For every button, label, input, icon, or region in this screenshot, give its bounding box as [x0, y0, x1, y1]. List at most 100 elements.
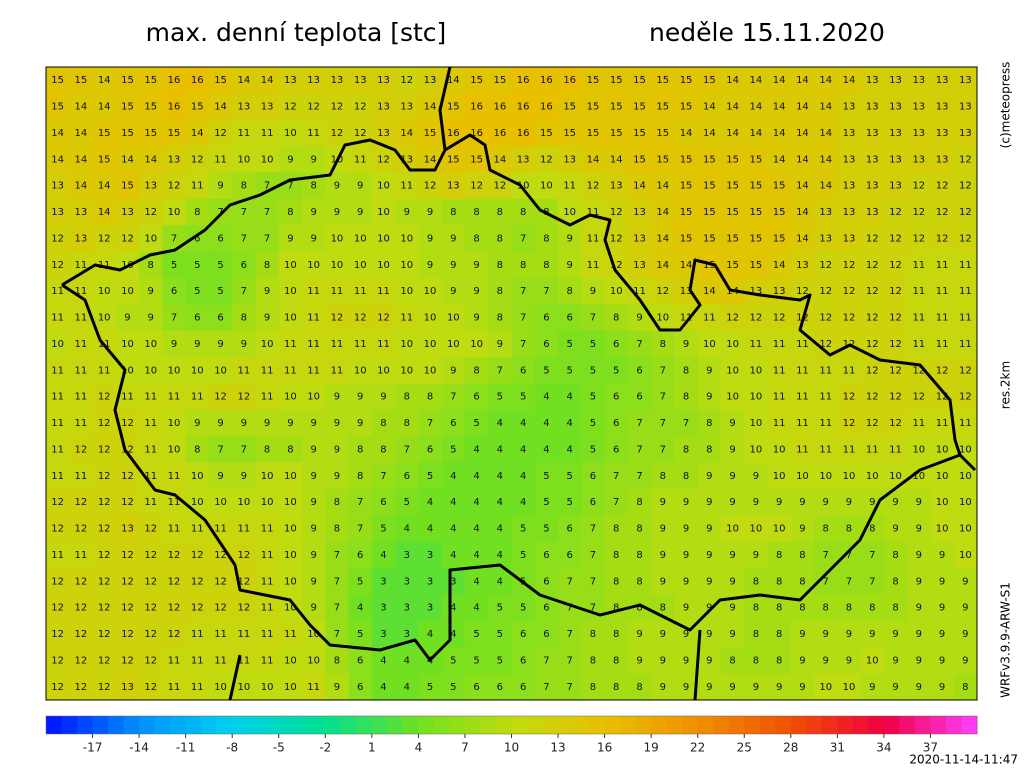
temp-cell [953, 172, 978, 200]
temp-value: 4 [427, 629, 433, 640]
temp-value: 11 [75, 471, 88, 482]
temp-value: 8 [497, 260, 503, 271]
temp-cell [139, 93, 163, 121]
temp-cell [558, 594, 582, 622]
temp-cell [883, 330, 908, 358]
temp-cell [139, 330, 163, 358]
temp-value: 11 [936, 260, 949, 271]
temp-value: 6 [543, 339, 549, 350]
temp-value: 10 [843, 471, 856, 482]
temp-cell [953, 67, 978, 94]
temp-value: 13 [843, 102, 856, 113]
temp-value: 4 [567, 392, 573, 403]
temp-cell [302, 409, 326, 437]
temp-cell [534, 673, 559, 701]
temp-cell [418, 304, 443, 332]
temp-value: 12 [331, 102, 344, 113]
temp-value: 12 [726, 313, 739, 324]
temp-value: 14 [703, 128, 716, 139]
temp-cell [767, 67, 792, 94]
temp-cell [92, 383, 117, 411]
temp-value: 9 [660, 629, 666, 640]
temp-cell [69, 172, 94, 200]
temp-value: 15 [633, 154, 646, 165]
side-label: WRFv3.9.9-ARW-S1 [999, 582, 1013, 698]
temp-cell [115, 620, 140, 648]
temp-cell [627, 146, 652, 173]
temp-cell [697, 409, 722, 437]
temp-value: 9 [241, 471, 247, 482]
temp-cell [115, 489, 140, 516]
temp-value: 8 [636, 524, 642, 535]
temp-value: 6 [171, 286, 177, 297]
temp-cell [907, 67, 931, 94]
temp-value: 4 [497, 497, 503, 508]
temp-value: 4 [497, 576, 503, 587]
temp-value: 10 [400, 286, 413, 297]
colorbar-step [216, 716, 233, 734]
temp-cell [69, 119, 94, 147]
temp-value: 9 [706, 524, 712, 535]
temp-value: 9 [310, 471, 316, 482]
temp-cell [930, 594, 955, 622]
temp-value: 6 [543, 629, 549, 640]
temp-cell [837, 515, 862, 543]
temp-value: 14 [656, 207, 669, 218]
temp-value: 10 [959, 524, 972, 535]
temp-cell [208, 462, 233, 490]
temp-value: 12 [819, 313, 832, 324]
temp-cell [790, 515, 815, 543]
temp-value: 11 [261, 576, 274, 587]
temp-cell [627, 198, 652, 226]
temp-cell [464, 198, 489, 226]
temp-value: 14 [819, 181, 832, 192]
temp-cell [581, 541, 606, 569]
temp-value: 9 [357, 181, 363, 192]
temp-value: 8 [706, 444, 712, 455]
temp-cell [232, 304, 256, 332]
temp-value: 14 [75, 128, 88, 139]
temp-cell [720, 620, 745, 648]
temp-cell [814, 383, 838, 411]
temp-cell [534, 383, 559, 411]
temp-value: 11 [261, 392, 274, 403]
temp-value: 10 [656, 313, 669, 324]
temp-cell [930, 304, 955, 332]
temp-value: 11 [959, 339, 972, 350]
temp-value: 6 [520, 655, 526, 666]
temp-cell [697, 568, 722, 595]
temp-value: 7 [567, 603, 573, 614]
temp-cell [162, 489, 187, 516]
temp-cell [674, 515, 699, 543]
temp-value: 7 [590, 550, 596, 561]
colorbar-step [899, 716, 916, 734]
temp-value: 9 [310, 550, 316, 561]
temp-value: 14 [98, 75, 111, 86]
temp-value: 14 [726, 128, 739, 139]
temp-value: 9 [892, 629, 898, 640]
temp-value: 5 [590, 392, 596, 403]
temp-value: 14 [633, 181, 646, 192]
temp-value: 9 [241, 418, 247, 429]
temp-cell [139, 357, 163, 384]
temp-cell [651, 409, 675, 437]
colorbar-tick-label: 22 [690, 741, 705, 755]
temp-cell [464, 172, 489, 200]
temp-value: 14 [237, 75, 250, 86]
temp-value: 9 [473, 260, 479, 271]
temp-value: 6 [380, 497, 386, 508]
temp-value: 15 [750, 233, 763, 244]
temp-cell [744, 172, 769, 200]
temp-cell [46, 462, 70, 490]
temp-cell [278, 673, 303, 701]
temp-value: 11 [98, 365, 111, 376]
temp-value: 12 [144, 655, 157, 666]
temp-cell [115, 146, 140, 173]
temp-value: 5 [497, 603, 503, 614]
temp-cell [139, 198, 163, 226]
temp-value: 8 [892, 550, 898, 561]
temp-value: 6 [497, 682, 503, 693]
temp-cell [744, 409, 769, 437]
temp-value: 9 [148, 286, 154, 297]
temp-cell [790, 172, 815, 200]
